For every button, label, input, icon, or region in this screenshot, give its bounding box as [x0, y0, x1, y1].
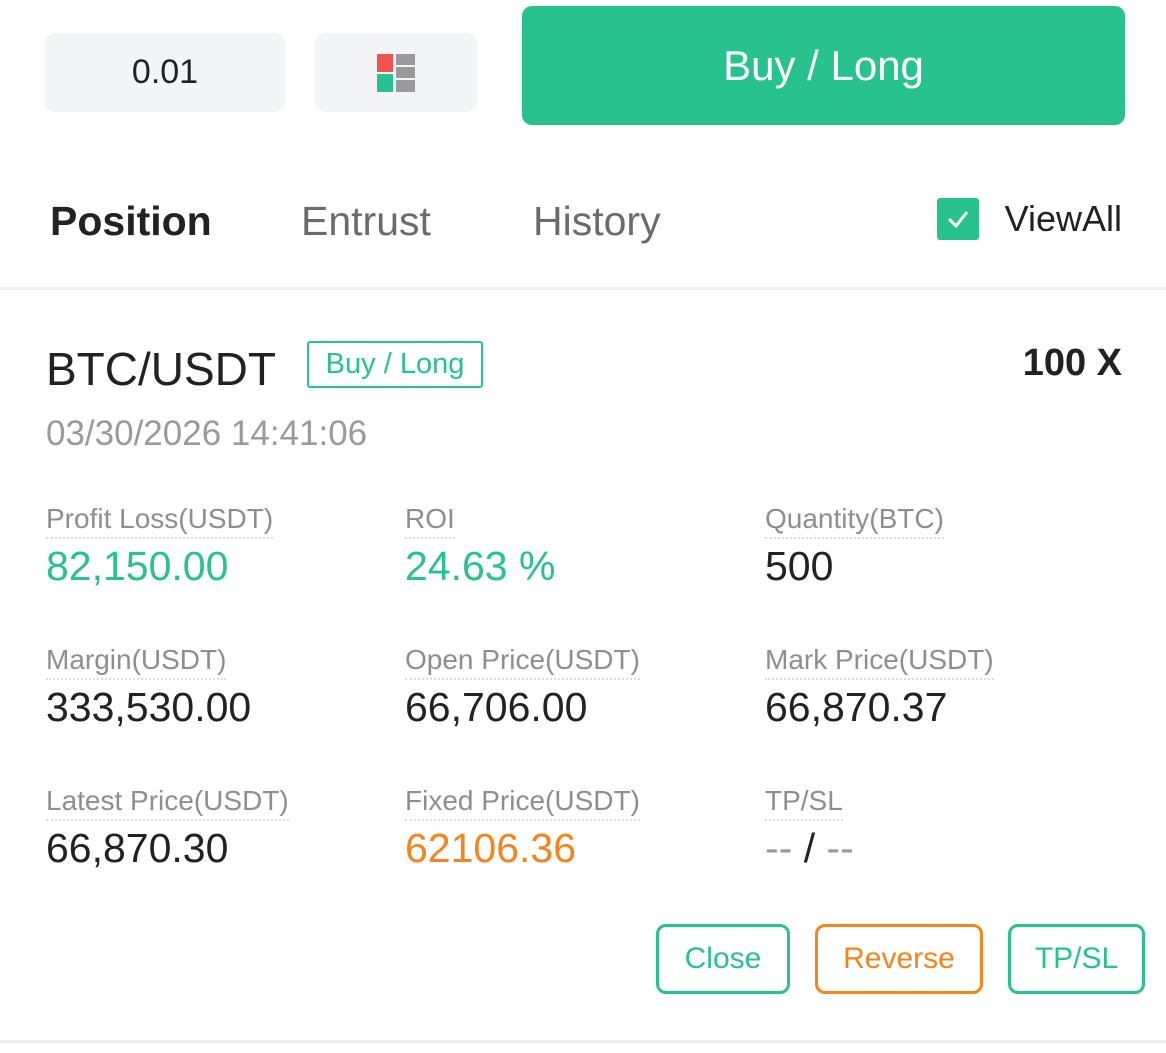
stop-loss-value: --: [826, 825, 854, 871]
stat-profit-loss: Profit Loss(USDT) 82,150.00: [46, 503, 274, 590]
stat-fixed-price: Fixed Price(USDT) 62106.36: [405, 785, 640, 872]
stat-open-price: Open Price(USDT) 66,706.00: [405, 644, 640, 731]
stat-label: Open Price(USDT): [405, 644, 640, 680]
quantity-value: 0.01: [131, 53, 199, 91]
leverage-value: 100 X: [1022, 342, 1122, 384]
reverse-position-button[interactable]: Reverse: [815, 924, 983, 994]
stat-margin: Margin(USDT) 333,530.00: [46, 644, 251, 731]
position-timestamp: 03/30/2026 14:41:06: [46, 414, 368, 453]
stat-value: 66,870.30: [46, 825, 229, 871]
stat-label: Profit Loss(USDT): [46, 503, 274, 539]
divider: [0, 1040, 1166, 1043]
take-profit-value: --: [765, 825, 793, 871]
stat-tpsl: TP/SL -- / --: [765, 785, 854, 872]
stat-value: -- / --: [765, 825, 854, 872]
stat-value: 82,150.00: [46, 543, 229, 589]
layout-toggle-button[interactable]: [315, 33, 477, 112]
stat-roi: ROI 24.63 %: [405, 503, 555, 590]
checkbox-checked-icon[interactable]: [936, 198, 979, 240]
buy-long-label: Buy / Long: [723, 41, 924, 89]
view-all-label: ViewAll: [1004, 198, 1122, 239]
stat-value: 24.63 %: [405, 543, 556, 589]
position-tabs: Position Entrust History ViewAll: [0, 180, 1166, 264]
order-book-layout-icon: [377, 53, 415, 92]
stat-mark-price: Mark Price(USDT) 66,870.37: [765, 644, 994, 731]
stat-value: 62106.36: [405, 825, 577, 871]
tab-entrust[interactable]: Entrust: [301, 198, 431, 244]
stat-label: Margin(USDT): [46, 644, 227, 680]
buy-long-button[interactable]: Buy / Long: [522, 6, 1125, 125]
stat-label: Quantity(BTC): [765, 503, 944, 539]
view-all-toggle[interactable]: ViewAll: [936, 198, 1122, 240]
tpsl-button[interactable]: TP/SL: [1008, 924, 1145, 994]
stat-value: 66,706.00: [405, 684, 588, 730]
tab-position[interactable]: Position: [50, 198, 212, 244]
stat-quantity: Quantity(BTC) 500: [765, 503, 944, 590]
tpsl-separator: /: [803, 825, 816, 871]
position-pair: BTC/USDT: [46, 343, 276, 395]
close-position-button[interactable]: Close: [656, 924, 790, 994]
stat-label: Mark Price(USDT): [765, 644, 994, 680]
stat-label: TP/SL: [765, 785, 843, 821]
stat-label: Fixed Price(USDT): [405, 785, 640, 821]
divider: [0, 287, 1166, 290]
stat-label: ROI: [405, 503, 455, 539]
stat-value: 500: [765, 543, 834, 589]
stat-value: 333,530.00: [46, 684, 252, 730]
tab-history[interactable]: History: [533, 198, 661, 244]
position-side-badge: Buy / Long: [307, 341, 483, 388]
stat-latest-price: Latest Price(USDT) 66,870.30: [46, 785, 289, 872]
quantity-input[interactable]: 0.01: [45, 33, 285, 112]
stat-value: 66,870.37: [765, 684, 948, 730]
stat-label: Latest Price(USDT): [46, 785, 289, 821]
